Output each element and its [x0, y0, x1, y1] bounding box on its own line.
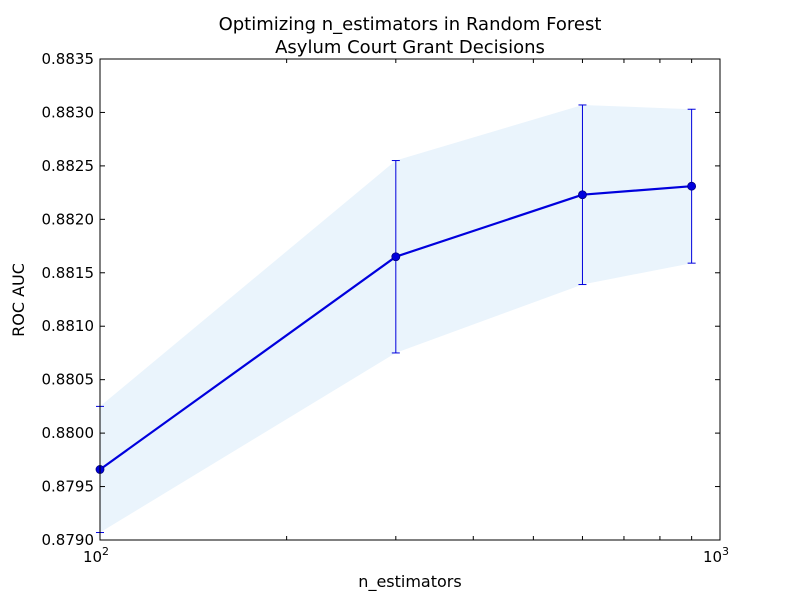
x-axis-label: n_estimators: [358, 572, 461, 592]
y-axis-ticks: 0.8790 0.8795 0.8800 0.8805 0.8810 0.8815 0.88…: [42, 50, 720, 549]
x-axis-ticks: 102 103: [83, 59, 729, 566]
x-tick-label: 103: [703, 545, 729, 566]
x-tick-label: 102: [83, 545, 109, 566]
y-tick-label: 0.8790: [42, 531, 95, 549]
data-markers: [95, 181, 697, 474]
plot-frame: [99, 58, 721, 541]
series-polyline: [99, 185, 692, 471]
chart-subtitle: Asylum Court Grant Decisions: [275, 37, 545, 58]
data-point: [687, 181, 697, 191]
chart-title: Optimizing n_estimators in Random Forest: [219, 14, 602, 35]
y-tick-label: 0.8795: [42, 478, 95, 496]
data-point: [578, 190, 587, 200]
y-tick-label: 0.8800: [42, 424, 95, 442]
y-tick-label: 0.8825: [42, 157, 95, 175]
y-tick-label: 0.8810: [42, 317, 95, 335]
data-point: [391, 252, 401, 262]
y-tick-label: 0.8820: [42, 210, 95, 228]
y-tick-label: 0.8805: [42, 371, 95, 389]
y-tick-label: 0.8835: [42, 50, 95, 68]
y-tick-label: 0.8830: [42, 103, 95, 121]
y-axis-label: ROC AUC: [9, 263, 28, 337]
series-line: [99, 185, 692, 471]
y-tick-label: 0.8815: [42, 264, 95, 282]
